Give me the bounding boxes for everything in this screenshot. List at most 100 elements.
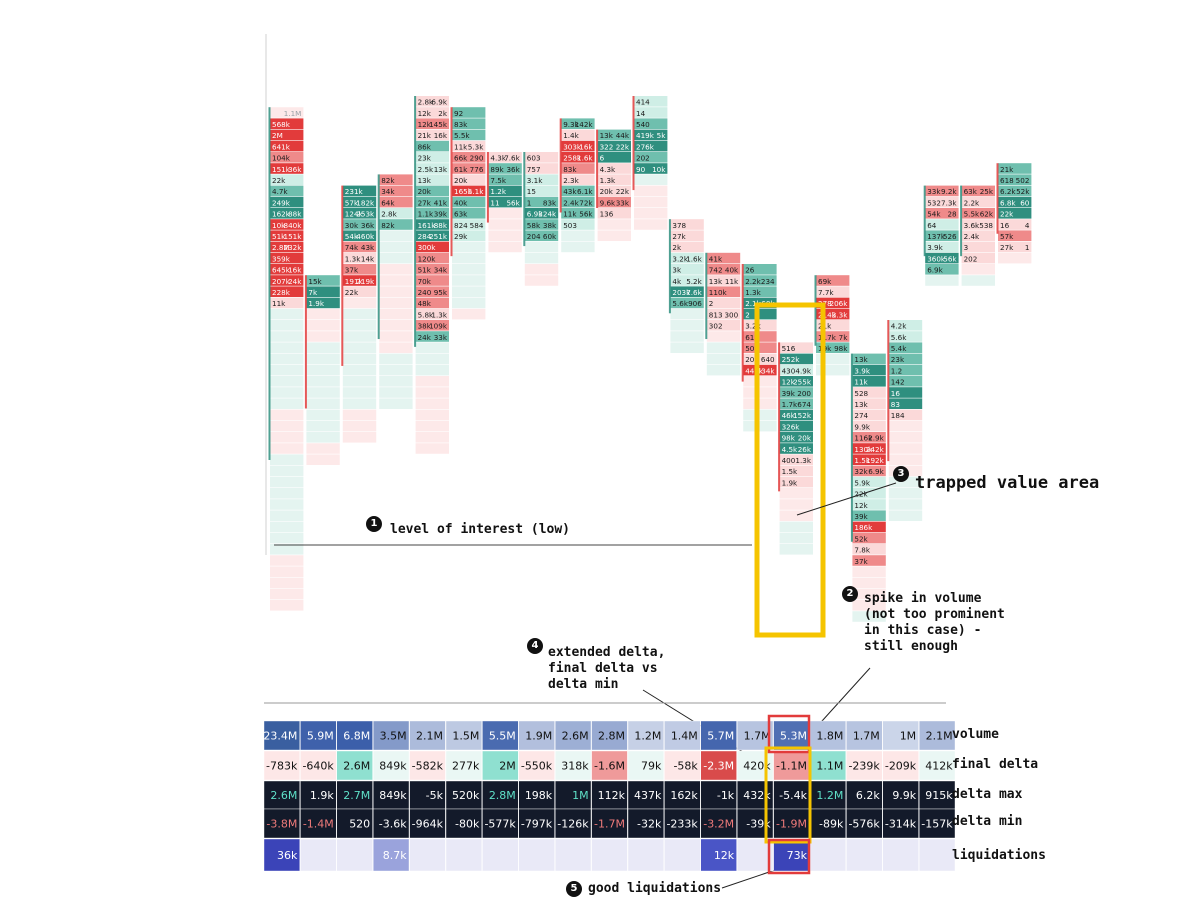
footprint-cell-label: 5.5k bbox=[454, 131, 470, 140]
footprint-cell bbox=[415, 264, 449, 275]
footprint-cell bbox=[415, 107, 449, 118]
footprint-cell bbox=[998, 241, 1032, 253]
footprint-cell bbox=[634, 152, 668, 163]
footprint-cell bbox=[270, 432, 304, 443]
bar-side-strip bbox=[523, 152, 526, 247]
footprint-cell bbox=[888, 398, 923, 409]
footprint-cell bbox=[379, 353, 413, 365]
footprint-cell-label: 88k bbox=[434, 221, 448, 230]
footprint-cell bbox=[888, 432, 923, 443]
footprint-cell-label: 12k bbox=[418, 120, 432, 129]
footprint-cell bbox=[488, 174, 522, 185]
footprint-cell-label: 52k bbox=[1016, 187, 1030, 196]
footprint-cell bbox=[270, 185, 304, 197]
bar-side-strip bbox=[778, 342, 781, 492]
liquidation-highlight bbox=[767, 838, 811, 875]
footprint-cell bbox=[306, 342, 340, 353]
footprint-cell bbox=[706, 252, 741, 264]
table-cell bbox=[591, 780, 628, 810]
footprint-cell bbox=[561, 230, 595, 241]
footprint-cell-label: 3k bbox=[672, 266, 682, 275]
footprint-cell-label: 251k bbox=[429, 232, 448, 241]
footprint-cell bbox=[925, 185, 959, 197]
table-cell bbox=[409, 808, 446, 839]
footprint-cell bbox=[270, 118, 304, 129]
bar-side-strip bbox=[268, 107, 271, 460]
footprint-cell bbox=[452, 275, 486, 286]
footprint-cell bbox=[961, 275, 995, 286]
footprint-cell bbox=[415, 297, 449, 309]
footprint-cell-label: 303k bbox=[563, 142, 582, 151]
footprint-cell-label: 32k bbox=[854, 467, 868, 476]
footprint-cell bbox=[342, 219, 377, 230]
footprint-cell bbox=[670, 297, 704, 309]
table-cell bbox=[664, 838, 701, 872]
footprint-cell-label: 137k bbox=[927, 232, 946, 241]
table-cell-value: -1.7M bbox=[594, 818, 625, 831]
table-cell bbox=[518, 808, 555, 839]
footprint-cell-label: 37k bbox=[345, 266, 359, 275]
footprint-cell bbox=[379, 174, 413, 185]
table-cell bbox=[482, 808, 519, 839]
footprint-cell-label: 584 bbox=[470, 221, 484, 230]
footprint-cell bbox=[524, 219, 559, 230]
footprint-cell bbox=[379, 196, 413, 208]
footprint-cell bbox=[415, 96, 449, 107]
footprint-cell bbox=[342, 432, 377, 443]
footprint-cell-label: 2.4k bbox=[563, 198, 579, 207]
footprint-cell bbox=[961, 196, 995, 208]
footprint-cell bbox=[415, 140, 449, 152]
footprint-cell-label: 776 bbox=[470, 165, 484, 174]
footprint-cell bbox=[743, 353, 777, 365]
footprint-cell-label: 5.9k bbox=[854, 478, 870, 487]
footprint-cell-label: 192k bbox=[866, 456, 885, 465]
table-cell bbox=[373, 838, 410, 872]
footprint-cell bbox=[743, 387, 777, 398]
footprint-cell-label: 44k bbox=[616, 131, 630, 140]
table-cell-value: 79k bbox=[641, 760, 662, 773]
footprint-cell bbox=[852, 521, 886, 533]
footprint-cell-label: 20k bbox=[600, 187, 614, 196]
footprint-cell-label: 674 bbox=[797, 400, 811, 409]
row-label-delta-max: delta max bbox=[952, 787, 1023, 802]
footprint-cell-label: 7.5k bbox=[490, 176, 506, 185]
table-cell bbox=[373, 808, 410, 839]
table-cell-value: -58k bbox=[673, 760, 698, 773]
footprint-cell-label: 74k bbox=[345, 243, 359, 252]
footprint-cell-label: 9.3k bbox=[563, 120, 579, 129]
footprint-cell bbox=[415, 174, 449, 185]
table-cell-value: 2.8M bbox=[598, 730, 625, 743]
table-cell-value: -577k bbox=[484, 818, 516, 831]
footprint-cell bbox=[561, 174, 595, 185]
footprint-cell-label: 124k bbox=[345, 210, 364, 219]
footprint-cell bbox=[270, 499, 304, 510]
footprint-cell bbox=[342, 308, 377, 320]
footprint-cell-label: 12k bbox=[854, 501, 868, 510]
footprint-cell-label: 3.1k bbox=[527, 176, 543, 185]
footprint-cell-label: 104k bbox=[272, 154, 291, 163]
footprint-cell-label: 24k bbox=[418, 333, 432, 342]
table-cell bbox=[445, 750, 482, 781]
footprint-cell-label: 37k bbox=[854, 557, 868, 566]
footprint-cell-label: 1.1k bbox=[418, 210, 434, 219]
footprint-cell bbox=[342, 208, 377, 219]
footprint-cell-label: 7k bbox=[839, 333, 849, 342]
footprint-cell-label: 2.4k bbox=[964, 232, 980, 241]
footprint-cell bbox=[888, 443, 923, 454]
footprint-cell bbox=[306, 331, 340, 342]
footprint-cell bbox=[743, 286, 777, 297]
footprint-cell bbox=[379, 252, 413, 264]
footprint-cell bbox=[379, 185, 413, 197]
footprint-cell-label: 7.6k bbox=[686, 288, 702, 297]
footprint-cell bbox=[488, 241, 522, 253]
table-cell-value: 1.8M bbox=[816, 730, 843, 743]
footprint-cell-label: 43k bbox=[361, 243, 375, 252]
footprint-cell-label: 86k bbox=[418, 142, 432, 151]
table-cell bbox=[445, 838, 482, 872]
table-cell-value: -2.3M bbox=[703, 760, 734, 773]
footprint-cell-label: 191k bbox=[345, 277, 364, 286]
footprint-cell bbox=[524, 264, 559, 275]
